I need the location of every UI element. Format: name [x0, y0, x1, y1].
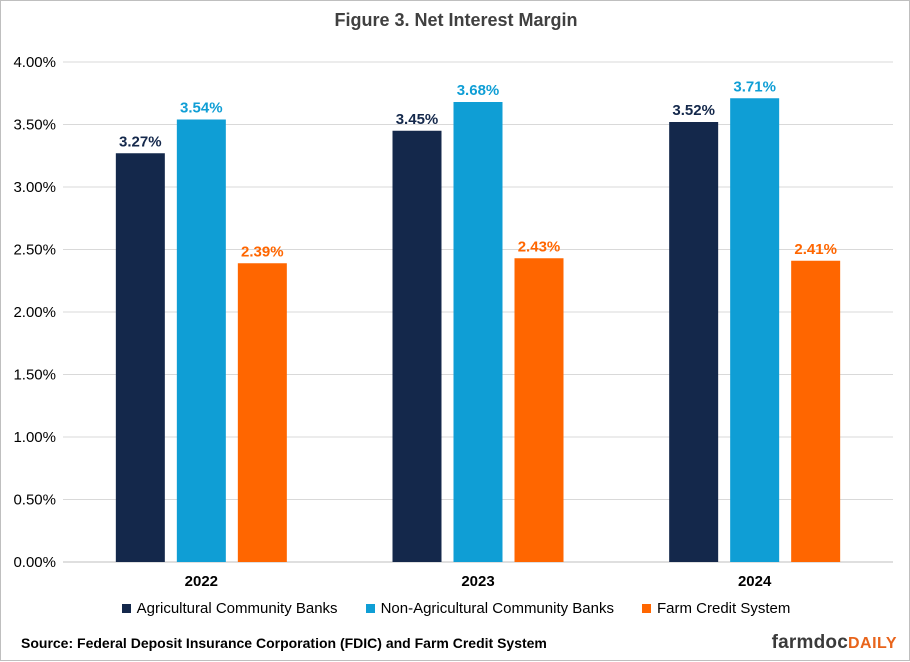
bar: [453, 102, 503, 562]
bar: [115, 153, 165, 562]
data-label: 3.45%: [396, 111, 439, 128]
y-tick-label: 4.00%: [13, 54, 56, 71]
data-label: 2.43%: [518, 238, 561, 255]
y-tick-label: 2.00%: [13, 304, 56, 321]
data-label: 2.41%: [794, 241, 837, 258]
y-tick-label: 0.50%: [13, 492, 56, 509]
farmdoc-daily-logo: farmdocDAILY: [771, 632, 897, 653]
y-tick-label: 0.00%: [13, 554, 56, 571]
x-tick-label: 2022: [185, 573, 218, 590]
legend-label: Non-Agricultural Community Banks: [380, 600, 614, 617]
y-tick-label: 3.50%: [13, 117, 56, 134]
data-label: 3.27%: [119, 133, 162, 150]
legend-item-farm-credit: Farm Credit System: [641, 600, 791, 617]
bar: [669, 122, 719, 562]
y-tick-label: 3.00%: [13, 179, 56, 196]
data-label: 3.52%: [672, 102, 715, 119]
bar: [392, 130, 442, 562]
legend-label: Agricultural Community Banks: [136, 600, 338, 617]
bar: [730, 98, 780, 562]
data-label: 2.39%: [241, 243, 284, 260]
legend-swatch: [641, 604, 651, 613]
legend-swatch: [365, 604, 375, 613]
y-tick-label: 1.50%: [13, 367, 56, 384]
legend-item-non-agricultural: Non-Agricultural Community Banks: [365, 600, 614, 617]
legend: Agricultural Community Banks Non-Agricul…: [1, 600, 910, 617]
x-tick-label: 2023: [461, 573, 494, 590]
y-tick-label: 1.00%: [13, 429, 56, 446]
bar: [176, 119, 226, 562]
data-label: 3.54%: [180, 100, 223, 117]
bar: [237, 263, 287, 562]
data-label: 3.68%: [457, 82, 500, 99]
legend-label: Farm Credit System: [656, 600, 791, 617]
bar: [514, 258, 564, 562]
x-tick-label: 2024: [738, 573, 772, 590]
legend-item-agricultural: Agricultural Community Banks: [121, 600, 338, 617]
bar: [791, 260, 841, 562]
data-label: 3.71%: [733, 78, 776, 95]
y-tick-label: 2.50%: [13, 242, 56, 259]
legend-swatch: [121, 604, 131, 613]
source-note: Source: Federal Deposit Insurance Corpor…: [21, 635, 547, 651]
chart-title: Figure 3. Net Interest Margin: [334, 10, 578, 30]
